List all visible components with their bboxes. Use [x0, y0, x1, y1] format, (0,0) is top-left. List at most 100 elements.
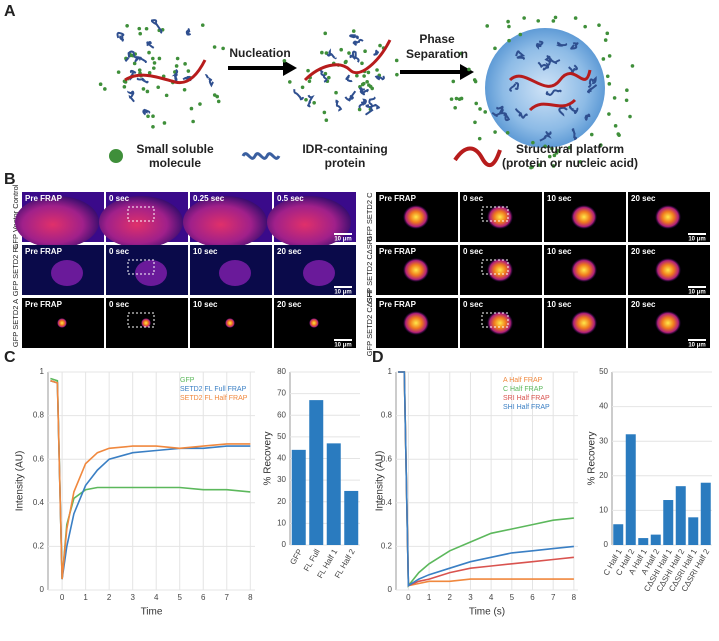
- protein: [349, 34, 359, 40]
- molecule: [578, 160, 583, 164]
- molecule: [152, 66, 156, 70]
- molecule: [344, 59, 348, 64]
- molecule: [320, 50, 324, 55]
- protein: [514, 108, 528, 119]
- cell: [267, 196, 351, 248]
- frame-label: 10 sec: [547, 194, 572, 203]
- bar: [675, 486, 686, 545]
- protein: [568, 64, 578, 74]
- molecule: [164, 93, 169, 98]
- protein: [124, 50, 139, 62]
- x-tick-label: 4: [154, 593, 159, 602]
- x-tick-label: GFP: [288, 548, 304, 567]
- molecule: [547, 154, 552, 159]
- molecule: [543, 144, 547, 149]
- molecule: [151, 124, 155, 129]
- label-line: Small soluble: [136, 142, 214, 156]
- frame-label: 10 sec: [547, 300, 572, 309]
- molecule: [157, 56, 162, 61]
- molecule: [288, 80, 292, 84]
- y-tick-label: 50: [599, 367, 608, 376]
- molecule: [98, 82, 103, 87]
- panel-label: D: [372, 349, 384, 366]
- row-label: GFP SETD2 FL: [11, 244, 20, 296]
- y-tick-label: 0.8: [381, 411, 393, 420]
- label-line: Structural platform: [516, 142, 624, 156]
- molecule: [554, 151, 559, 155]
- molecule: [583, 24, 587, 29]
- bar: [663, 500, 674, 545]
- frame-label: 20 sec: [277, 247, 302, 256]
- label: Phase Separation: [406, 32, 468, 61]
- platform: [508, 69, 592, 112]
- label-line: molecule: [149, 156, 201, 170]
- bar: [344, 490, 359, 545]
- molecule: [324, 118, 329, 122]
- molecule: [612, 96, 617, 100]
- frame-label: Pre FRAP: [25, 300, 63, 309]
- protein: [326, 48, 337, 60]
- legend-dot: [109, 149, 123, 163]
- protein: [570, 42, 579, 50]
- x-tick-label: 2: [107, 593, 112, 602]
- protein: [539, 131, 552, 142]
- protein: [134, 56, 147, 64]
- y-tick-label: 20: [277, 497, 286, 506]
- molecule: [304, 98, 308, 102]
- y-tick-label: 0.2: [33, 542, 45, 551]
- molecule: [607, 54, 612, 58]
- legend-entry: SETD2 FL Full FRAP: [180, 386, 247, 393]
- y-tick-label: 30: [277, 475, 286, 484]
- frame-label: Pre FRAP: [379, 194, 417, 203]
- molecule: [125, 23, 129, 28]
- molecule: [605, 31, 610, 36]
- molecule: [312, 100, 316, 105]
- molecule: [551, 19, 556, 23]
- bleach-roi: [127, 206, 155, 222]
- protein: [349, 50, 360, 63]
- frame-label: 20 sec: [277, 300, 302, 309]
- label: Structural platform (protein or nucleic a…: [502, 142, 638, 170]
- frame-label: 0 sec: [109, 247, 130, 256]
- molecule: [221, 46, 225, 51]
- label-line: IDR-containing: [302, 142, 387, 156]
- y-tick-label: 0.8: [33, 411, 45, 420]
- x-tick-label: 0: [60, 593, 65, 602]
- row-label: GFP SETD2 CΔSHI: [365, 290, 374, 357]
- series-line: [50, 379, 251, 580]
- y-tick-label: 10: [599, 506, 608, 515]
- y-tick-label: 70: [277, 389, 286, 398]
- bar: [613, 524, 624, 545]
- platform: [124, 59, 207, 85]
- molecule: [147, 71, 152, 75]
- molecule: [200, 23, 205, 27]
- molecule: [630, 64, 635, 68]
- protein: [587, 84, 598, 94]
- molecule: [327, 75, 331, 80]
- molecule: [322, 110, 327, 115]
- frame-label: 20 sec: [631, 194, 656, 203]
- molecule: [597, 23, 601, 27]
- label-line: protein: [325, 156, 366, 170]
- protein: [204, 74, 214, 88]
- molecule: [147, 50, 151, 55]
- x-tick-label: 5: [178, 593, 183, 602]
- protein: [571, 128, 578, 141]
- protein: [136, 77, 149, 84]
- y-tick-label: 0: [604, 540, 609, 549]
- protein: [358, 87, 369, 96]
- y-tick-label: 1: [388, 367, 393, 376]
- molecule: [306, 68, 310, 73]
- y-tick-label: 80: [277, 367, 286, 376]
- nucleus: [51, 260, 83, 286]
- molecule: [607, 112, 611, 116]
- molecule: [366, 70, 371, 75]
- y-axis-label: % Recovery: [587, 432, 598, 486]
- nucleus: [309, 318, 319, 328]
- protein: [568, 103, 579, 115]
- molecule: [360, 61, 364, 66]
- protein: [584, 113, 591, 121]
- frame-label: 0 sec: [463, 300, 484, 309]
- frame-label: 10 sec: [193, 300, 218, 309]
- scale-label: 10 μm: [688, 290, 705, 296]
